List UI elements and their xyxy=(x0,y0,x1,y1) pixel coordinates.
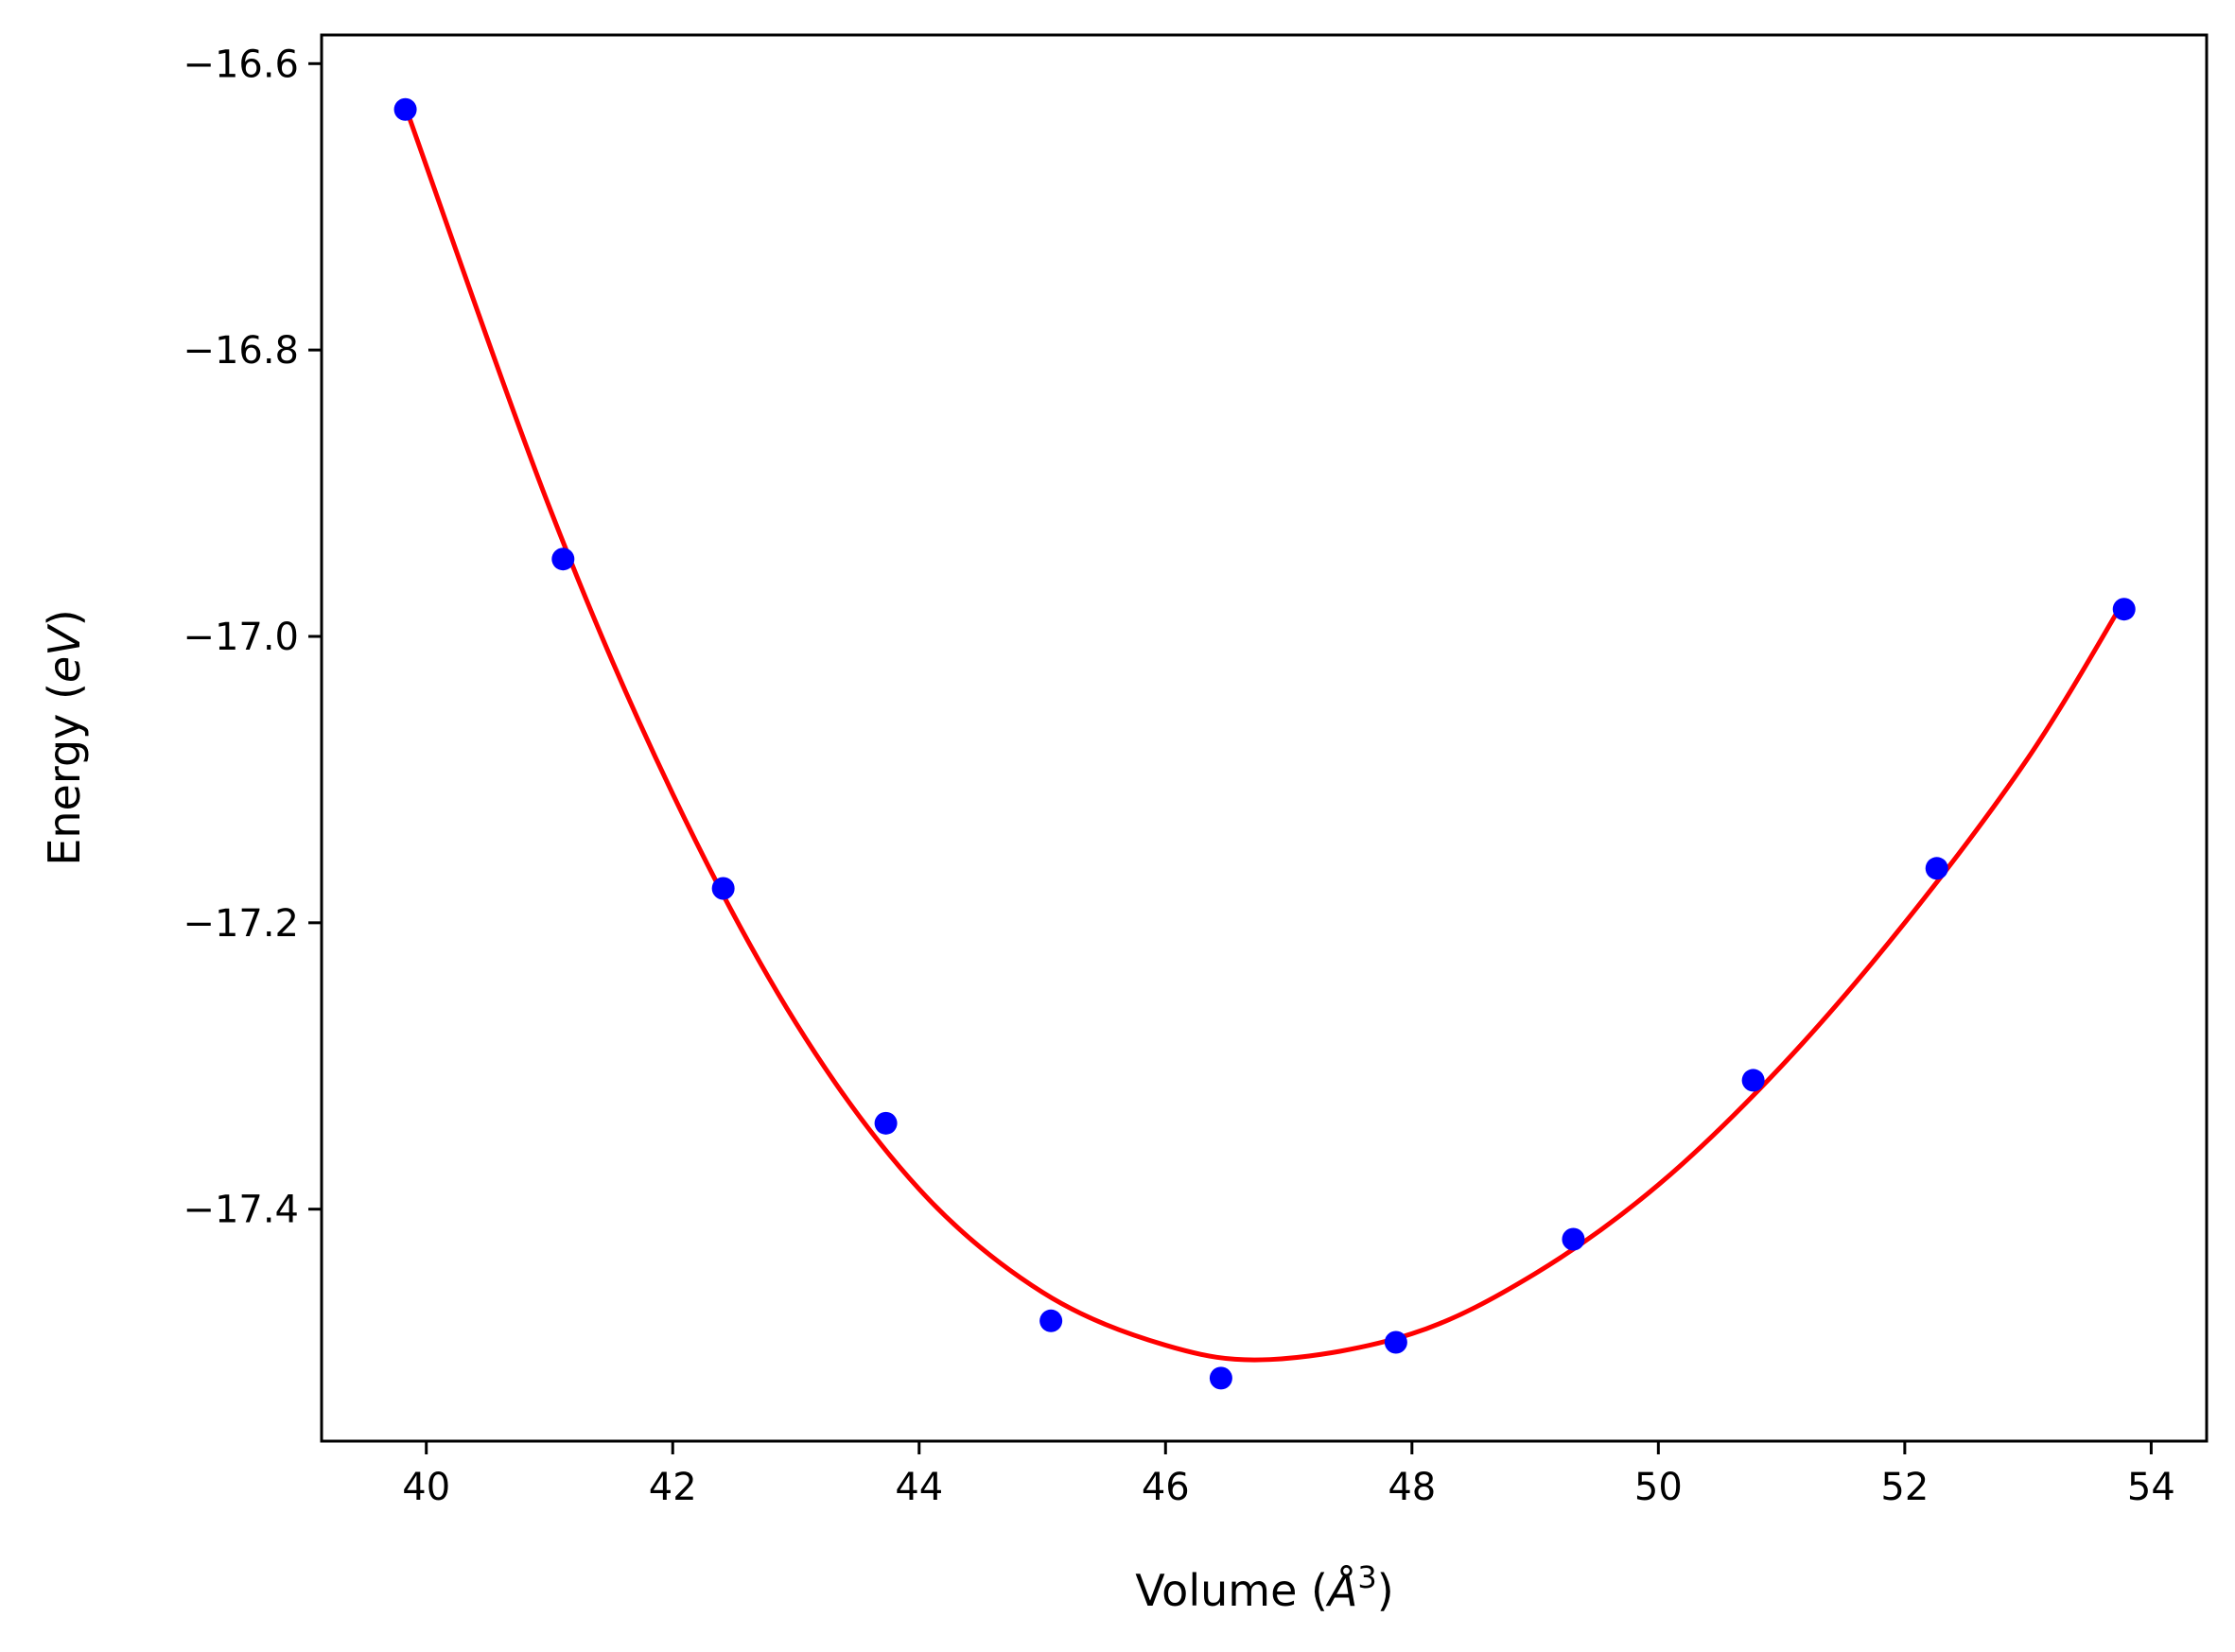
data-point xyxy=(1925,857,1948,880)
data-point xyxy=(393,97,417,121)
data-point xyxy=(1741,1069,1765,1092)
y-tick-label: −16.6 xyxy=(183,43,299,86)
y-tick-label: −16.8 xyxy=(183,329,299,373)
x-axis: 40 42 44 46 48 50 52 54 xyxy=(402,1441,2175,1509)
data-point xyxy=(1562,1227,1585,1251)
x-tick-label: 40 xyxy=(402,1466,450,1509)
data-point xyxy=(874,1111,898,1135)
fit-curve-line xyxy=(403,105,2126,1363)
y-axis-title: Energy (eV) xyxy=(39,609,90,865)
data-point xyxy=(551,548,575,571)
data-point xyxy=(1209,1366,1232,1390)
data-point xyxy=(2112,598,2136,621)
x-tick-label: 42 xyxy=(649,1466,697,1509)
x-tick-label: 48 xyxy=(1388,1466,1436,1509)
data-point xyxy=(1039,1309,1063,1332)
x-axis-title: Volume (Å3) xyxy=(1135,1559,1393,1616)
y-tick-label: −17.2 xyxy=(183,902,299,946)
y-tick-label: −17.0 xyxy=(183,616,299,659)
x-tick-label: 52 xyxy=(1880,1466,1929,1509)
y-tick-label: −17.4 xyxy=(183,1189,299,1232)
x-tick-label: 44 xyxy=(895,1466,943,1509)
x-tick-label: 50 xyxy=(1634,1466,1683,1509)
plot-area xyxy=(393,97,2136,1390)
y-axis: −16.6 −16.8 −17.0 −17.2 −17.4 xyxy=(183,43,322,1232)
x-tick-label: 46 xyxy=(1142,1466,1190,1509)
data-point xyxy=(711,877,735,900)
x-tick-label: 54 xyxy=(2127,1466,2175,1509)
axes-frame xyxy=(320,33,2209,1443)
data-point xyxy=(1384,1330,1407,1354)
